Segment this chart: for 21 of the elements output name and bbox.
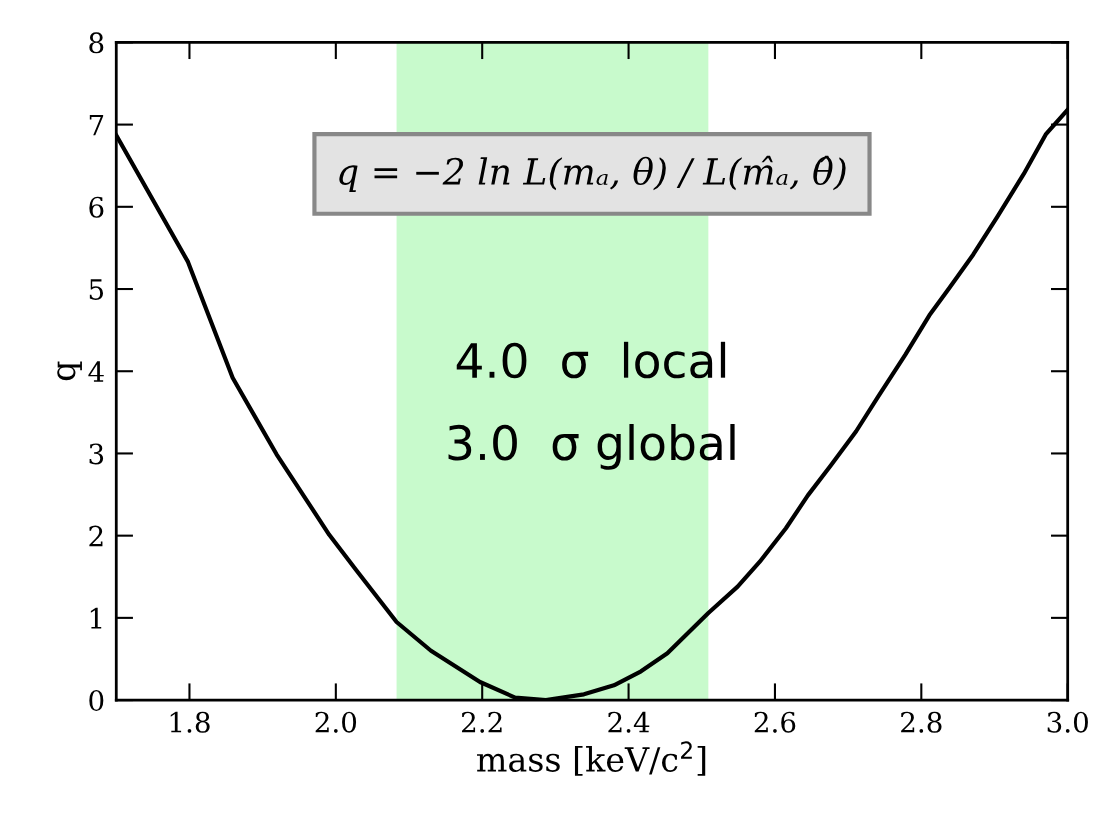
y-tick-label: 5	[89, 279, 104, 300]
y-tick-label: 8	[89, 32, 104, 54]
annotation: q = −2 ln L(mₐ, θ) / L(m̂ₐ, θ̂)	[339, 155, 846, 193]
x-axis-title: mass [keV/c$^{2}$]	[477, 741, 706, 776]
y-tick-label: 3	[89, 443, 104, 465]
annotation: 4.0 σ local	[456, 341, 726, 379]
y-tick-label: 2	[89, 525, 103, 547]
annotation: 3.0 σ global	[448, 424, 735, 470]
x-tick-label: 2.2	[462, 711, 502, 733]
x-tick-label: 2.4	[608, 711, 650, 733]
x-tick-label: 2.8	[901, 711, 942, 733]
x-tick-label: 2.6	[754, 711, 796, 733]
y-tick-label: 0	[89, 690, 104, 712]
x-tick-label: 1.8	[170, 711, 210, 733]
y-tick-label: 7	[89, 114, 104, 136]
x-tick-label: 2.0	[315, 711, 357, 733]
y-axis-title: q	[57, 361, 82, 381]
y-tick-label: 6	[89, 196, 104, 218]
y-tick-label: 1	[90, 607, 102, 629]
y-tick-label: 4	[88, 361, 104, 382]
x-tick-label: 3.0	[1047, 711, 1088, 733]
